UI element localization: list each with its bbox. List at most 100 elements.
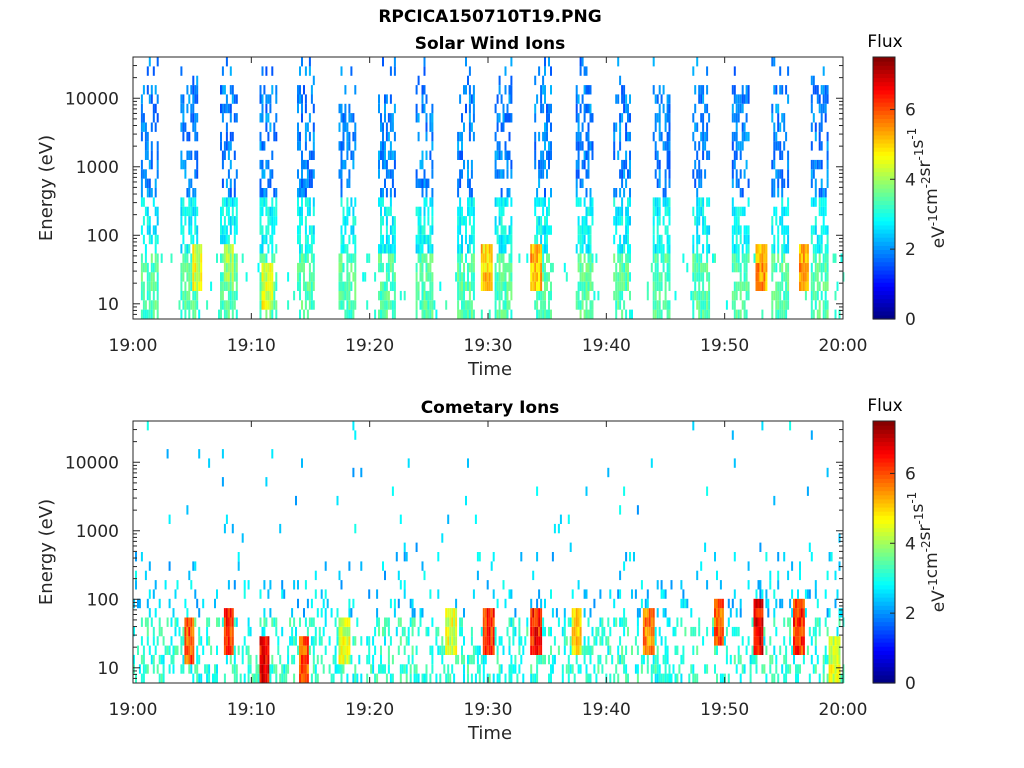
colorbar-swatch (873, 89, 895, 95)
heatmap-cell (623, 234, 626, 245)
heatmap-cell (773, 178, 776, 188)
heatmap-cell (459, 206, 462, 217)
colorbar-tick-label: 2 (905, 240, 916, 260)
heatmap-cell (536, 225, 539, 235)
heatmap-cell (378, 290, 380, 301)
heatmap-cell (802, 244, 805, 254)
heatmap-cell (463, 122, 465, 132)
heatmap-cell (587, 159, 590, 170)
heatmap-cell (735, 103, 738, 114)
heatmap-cell (674, 626, 677, 637)
heatmap-cell (714, 645, 716, 655)
heatmap-cell (806, 244, 809, 254)
heatmap-cell (508, 673, 511, 683)
heatmap-cell (714, 617, 716, 627)
heatmap-cell (299, 664, 301, 674)
heatmap-cell (366, 636, 369, 646)
heatmap-cell (619, 570, 622, 581)
heatmap-cell (656, 654, 659, 665)
heatmap-cell (662, 589, 665, 599)
heatmap-cell (589, 103, 592, 114)
heatmap-cell (194, 113, 197, 123)
heatmap-cell (654, 122, 657, 132)
heatmap-cell (619, 300, 622, 310)
heatmap-cell (781, 281, 784, 291)
heatmap-cell (494, 626, 497, 637)
heatmap-cell (698, 197, 701, 207)
heatmap-cell (743, 206, 746, 217)
heatmap-cell (468, 66, 471, 76)
heatmap-cell (455, 654, 458, 665)
heatmap-cell (538, 309, 541, 319)
colorbar-swatch (873, 282, 895, 287)
heatmap-cell (779, 66, 782, 76)
heatmap-cell (148, 225, 151, 235)
heatmap-cell (162, 673, 165, 683)
heatmap-cell (423, 300, 426, 310)
heatmap-cell (152, 197, 155, 207)
heatmap-cell (135, 570, 137, 581)
heatmap-cell (812, 664, 815, 674)
heatmap-cell (771, 225, 774, 235)
heatmap-cell (259, 253, 262, 263)
heatmap-cell (546, 113, 548, 123)
heatmap-cell (682, 654, 685, 665)
heatmap-cell (787, 234, 790, 245)
heatmap-cell (496, 598, 499, 609)
heatmap-cell (771, 103, 774, 114)
heatmap-cell (225, 141, 228, 151)
heatmap-cell (354, 234, 357, 245)
heatmap-cell (338, 141, 341, 151)
heatmap-cell (417, 253, 420, 263)
heatmap-cell (573, 645, 576, 655)
heatmap-cell (504, 262, 507, 273)
heatmap-cell (793, 608, 795, 618)
heatmap-cell (196, 645, 199, 655)
heatmap-cell (303, 159, 305, 170)
heatmap-cell (265, 122, 268, 132)
heatmap-cell (743, 94, 746, 104)
heatmap-cell (314, 570, 317, 581)
heatmap-cell (299, 131, 301, 142)
heatmap-cell (467, 272, 469, 282)
heatmap-cell (504, 673, 507, 683)
heatmap-cell (826, 300, 829, 310)
heatmap-cell (225, 197, 228, 207)
heatmap-cell (704, 664, 707, 674)
heatmap-cell (348, 636, 351, 646)
heatmap-cell (706, 253, 709, 263)
heatmap-cell (461, 131, 463, 142)
heatmap-cell (245, 272, 248, 282)
heatmap-cell (340, 272, 343, 282)
heatmap-cell (735, 608, 738, 618)
heatmap-cell (769, 664, 772, 674)
heatmap-cell (587, 225, 590, 235)
colorbar-swatch (873, 556, 895, 561)
heatmap-cell (534, 244, 537, 254)
heatmap-cell (271, 253, 274, 263)
heatmap-cell (741, 141, 744, 151)
heatmap-cell (342, 206, 345, 217)
heatmap-cell (299, 66, 301, 76)
heatmap-cell (834, 570, 837, 581)
heatmap-cell (301, 636, 303, 646)
heatmap-cell (753, 598, 756, 609)
heatmap-cell (542, 300, 545, 310)
heatmap-cell (820, 262, 823, 273)
heatmap-cell (385, 244, 388, 254)
colorbar-swatch (873, 613, 895, 619)
heatmap-cell (625, 673, 628, 683)
heatmap-cell (682, 589, 685, 599)
heatmap-cell (200, 244, 203, 254)
heatmap-cell (344, 216, 347, 226)
heatmap-cell (431, 141, 434, 151)
heatmap-cell (642, 617, 645, 627)
heatmap-cell (666, 197, 669, 207)
heatmap-cell (583, 216, 586, 226)
heatmap-cell (303, 673, 305, 683)
heatmap-cell (382, 159, 384, 170)
heatmap-cell (231, 197, 234, 207)
heatmap-cell (652, 626, 655, 637)
heatmap-cell (275, 272, 278, 282)
heatmap-cell (664, 654, 667, 665)
